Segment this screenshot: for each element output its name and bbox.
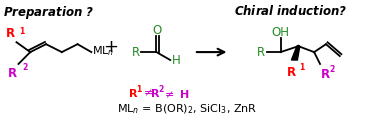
Text: $\bfit{Chiral\ induction?}$: $\bfit{Chiral\ induction?}$: [234, 4, 348, 18]
Text: $\bfit{Preparation\ ?}$: $\bfit{Preparation\ ?}$: [3, 4, 93, 21]
Text: R: R: [321, 68, 330, 81]
Text: ML$_n$ = B(OR)$_2$, SiCl$_3$, ZnR: ML$_n$ = B(OR)$_2$, SiCl$_3$, ZnR: [117, 103, 257, 116]
Text: 1: 1: [136, 85, 141, 94]
Text: $\neq$: $\neq$: [141, 88, 153, 99]
Text: R: R: [150, 89, 159, 99]
Text: R: R: [6, 27, 15, 40]
Text: +: +: [104, 38, 119, 56]
Text: R: R: [287, 66, 296, 79]
Text: R: R: [129, 89, 137, 99]
Text: ML$_n$: ML$_n$: [92, 44, 115, 58]
Text: R: R: [132, 46, 139, 59]
Text: O: O: [153, 24, 162, 37]
Text: R: R: [257, 46, 265, 59]
Text: 2: 2: [158, 85, 163, 94]
Text: 1: 1: [299, 63, 305, 72]
Text: 2: 2: [22, 63, 28, 72]
Text: 1: 1: [19, 27, 25, 36]
Text: OH: OH: [272, 26, 290, 39]
Text: 2: 2: [329, 65, 334, 74]
Polygon shape: [291, 46, 300, 60]
Text: R: R: [8, 67, 17, 80]
Text: $\neq$ H: $\neq$ H: [162, 88, 190, 100]
Text: H: H: [172, 54, 181, 67]
